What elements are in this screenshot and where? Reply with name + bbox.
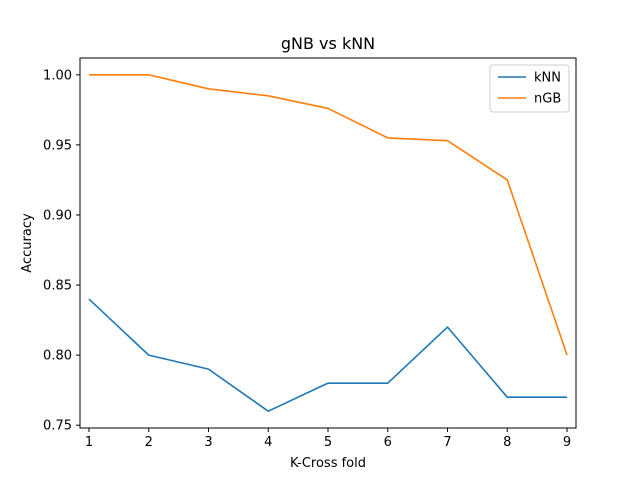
x-axis: 1 2 3 4 5 6 7 8 9 [85, 428, 571, 450]
y-axis: 0.75 0.80 0.85 0.90 0.95 1.00 [43, 68, 80, 434]
y-tick-label: 1.00 [43, 68, 72, 83]
series-layer [88, 74, 568, 412]
legend-label-knn: kNN [534, 71, 561, 86]
x-tick-label: 8 [503, 435, 511, 450]
y-axis-label: Accuracy [20, 213, 35, 273]
x-tick-label: 4 [264, 435, 272, 450]
x-tick-label: 1 [85, 435, 93, 450]
x-tick-label: 7 [443, 435, 451, 450]
series-line-knn [88, 298, 568, 412]
x-axis-label: K-Cross fold [290, 456, 366, 471]
x-tick-label: 2 [145, 435, 153, 450]
y-tick-label: 0.90 [43, 208, 72, 223]
y-tick-label: 0.75 [43, 419, 72, 434]
y-tick-label: 0.80 [43, 349, 72, 364]
x-tick-label: 9 [563, 435, 571, 450]
series-line-ngb [88, 74, 568, 356]
chart-title: gNB vs kNN [281, 34, 375, 53]
y-tick-label: 0.85 [43, 279, 72, 294]
x-tick-label: 3 [204, 435, 212, 450]
legend-label-ngb: nGB [534, 92, 561, 107]
legend: kNN nGB [489, 64, 570, 113]
x-tick-label: 5 [324, 435, 332, 450]
y-tick-label: 0.95 [43, 138, 72, 153]
x-tick-label: 6 [384, 435, 392, 450]
